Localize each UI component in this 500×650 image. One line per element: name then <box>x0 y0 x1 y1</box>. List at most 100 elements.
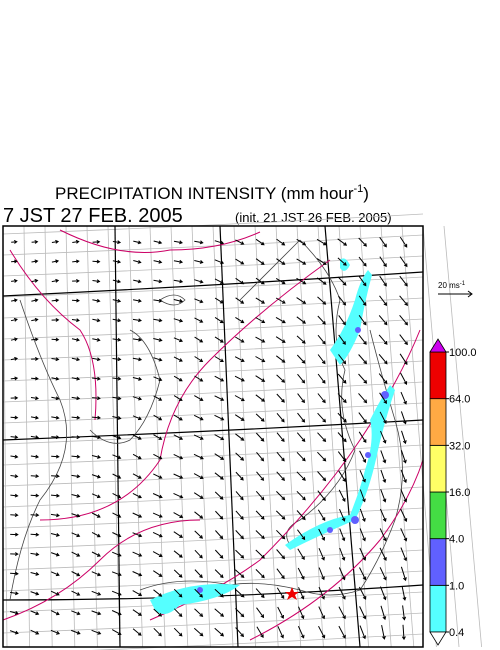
colorbar-label: 4.0 <box>449 534 464 546</box>
wind-vector <box>71 357 81 362</box>
wind-vector <box>194 240 204 245</box>
wind-vector <box>31 356 39 361</box>
wind-vector <box>234 414 245 421</box>
wind-vector <box>194 260 204 264</box>
wind-vector <box>255 530 265 540</box>
wind-vector <box>214 472 224 480</box>
wind-vector <box>359 567 367 581</box>
wind-vector <box>132 396 143 401</box>
wind-vector <box>173 569 183 578</box>
wind-vector <box>112 259 122 264</box>
wind-vector <box>317 296 327 305</box>
wind-vector <box>379 237 387 248</box>
wind-vector <box>71 435 81 440</box>
wind-vector <box>380 469 387 484</box>
wind-vector <box>152 512 163 518</box>
wind-vector <box>255 432 265 442</box>
wind-vector <box>255 336 266 343</box>
lon-line <box>44 225 53 648</box>
wind-vector <box>399 353 408 366</box>
wind-vector <box>133 279 142 284</box>
wind-vector <box>359 547 367 561</box>
wind-vector <box>194 511 204 519</box>
wind-vector <box>358 412 367 424</box>
wind-vector <box>71 298 80 303</box>
colorbar-segment <box>429 351 447 400</box>
wind-vector <box>401 624 406 641</box>
wind-vector <box>30 629 40 635</box>
wind-vector <box>399 314 409 326</box>
wind-vector <box>30 513 40 518</box>
wind-vector <box>11 278 18 283</box>
title-close: ) <box>363 184 369 203</box>
wind-vector <box>132 551 143 557</box>
wind-vector <box>133 298 142 303</box>
wind-vector <box>297 625 305 639</box>
wind-vector <box>255 413 265 422</box>
wind-vector <box>297 393 305 404</box>
wind-vector <box>255 394 265 402</box>
wind-vector <box>338 295 347 306</box>
wind-vector <box>91 551 101 557</box>
wind-vector <box>92 279 101 284</box>
wind-vector <box>276 374 286 383</box>
wind-scale: 20 ms-1 <box>438 281 473 298</box>
colorbar-label: 16.0 <box>449 487 470 499</box>
wind-vector <box>51 259 60 264</box>
wind-vector <box>153 589 163 597</box>
lon-line <box>65 225 76 648</box>
wind-vector <box>132 453 142 460</box>
wind-vector <box>112 357 122 362</box>
wind-vector <box>400 391 407 405</box>
wind-vector <box>71 376 81 381</box>
wind-vector <box>296 432 306 443</box>
wind-vector <box>10 317 18 322</box>
wind-vector <box>71 551 81 557</box>
wind-vector <box>10 356 19 361</box>
wind-vector <box>401 430 407 445</box>
major-lon-line <box>324 225 361 648</box>
wind-vector <box>318 586 325 600</box>
init-time: (init. 21 JST 26 FEB. 2005) <box>235 210 392 225</box>
wind-vector <box>173 550 183 558</box>
wind-vector <box>379 567 387 581</box>
wind-vector <box>234 356 245 362</box>
wind-vector <box>194 569 203 579</box>
wind-vector <box>379 275 387 287</box>
wind-vector <box>92 357 101 362</box>
wind-vector <box>255 258 265 265</box>
wind-vector <box>358 315 367 326</box>
wind-vector <box>153 434 163 440</box>
wind-vector <box>296 277 307 285</box>
wind-vector <box>317 509 326 522</box>
wind-vector <box>152 551 163 557</box>
wind-vector <box>11 259 18 264</box>
wind-vector <box>276 412 285 423</box>
wind-vector <box>173 318 184 323</box>
wind-vector <box>337 393 347 404</box>
wind-vector <box>358 431 367 444</box>
wind-vector <box>255 277 265 285</box>
wind-vector <box>10 435 19 440</box>
lon-line <box>23 225 30 648</box>
wind-vector <box>132 512 143 518</box>
precip-core <box>355 327 361 333</box>
colorbar-label: 32.0 <box>449 440 470 452</box>
wind-vector <box>51 337 60 342</box>
wind-vector <box>30 396 39 401</box>
wind-vector <box>337 412 347 423</box>
wind-vector <box>91 493 101 499</box>
wind-vector <box>10 337 18 342</box>
wind-vector <box>51 454 60 459</box>
wind-vector <box>316 258 327 265</box>
wind-vector <box>10 395 19 400</box>
wind-vector <box>132 337 143 342</box>
wind-vector <box>72 239 80 244</box>
wind-vector <box>112 376 122 381</box>
wind-vector <box>256 471 265 481</box>
wind-vector <box>338 606 346 620</box>
lat-line <box>2 360 424 382</box>
wind-scale-label: 20 ms-1 <box>438 281 466 290</box>
wind-vector <box>317 490 326 502</box>
